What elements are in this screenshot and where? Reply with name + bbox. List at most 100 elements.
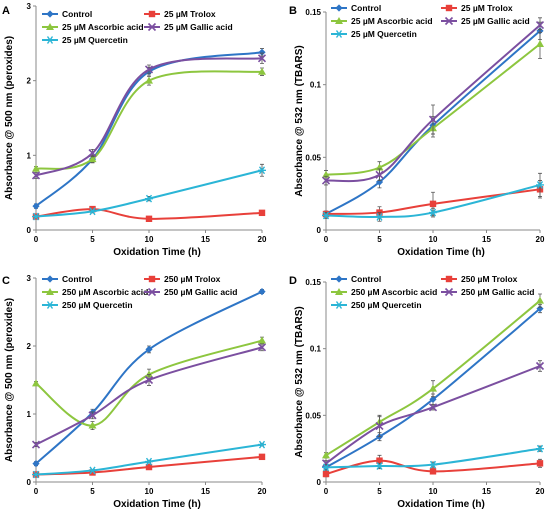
y-tick-label: 2 [27, 77, 32, 86]
x-tick-label: 15 [201, 487, 210, 496]
data-point [375, 213, 384, 221]
series-gallic [321, 360, 545, 468]
legend-item: 25 µM Ascorbic acid [331, 16, 433, 26]
x-tick-label: 15 [201, 235, 210, 244]
y-tick-label: 0 [317, 478, 322, 487]
panel-letter: A [2, 5, 10, 17]
data-point [258, 336, 266, 344]
legend-item: 250 µM Trolox [144, 274, 221, 284]
y-tick-label: 1 [27, 151, 32, 160]
legend: Control 25 µM Trolox 25 µM Ascorbic acid 25… [42, 9, 233, 45]
legend-marker [335, 288, 343, 295]
series-quercetin [322, 172, 544, 222]
series-trolox [322, 454, 544, 478]
x-tick-label: 0 [324, 487, 329, 496]
data-point [429, 384, 437, 392]
legend-item: Control [42, 9, 92, 19]
legend-label: Control [351, 274, 381, 284]
legend-marker [46, 23, 54, 30]
panel-d: D 0 0.05 0.1 0.15 0 5 10 15 20 Oxidation Time (h) A… [289, 274, 545, 510]
data-point [145, 76, 153, 84]
series-line [325, 43, 541, 176]
legend-item: 25 µM Gallic acid [144, 22, 233, 32]
y-tick-label: 0.15 [305, 8, 321, 17]
legend-item: 25 µM Quercetin [331, 29, 417, 39]
x-tick-label: 20 [536, 487, 545, 496]
y-axis-label: Absorbance @ 500 nm (peroxides) [4, 298, 15, 462]
legend-label: Control [62, 9, 92, 19]
data-point [535, 21, 545, 30]
data-point [88, 411, 97, 420]
legend-label: 25 µM Trolox [164, 9, 216, 19]
x-axis-label: Oxidation Time (h) [397, 499, 485, 510]
data-point [375, 170, 384, 179]
legend-item: 25 µM Ascorbic acid [42, 22, 144, 32]
legend-item: 250 µM Ascorbic acid [331, 287, 437, 297]
legend-label: Control [351, 3, 381, 13]
y-axis-label: Absorbance @ 532 nm (TBARS) [294, 306, 305, 457]
legend: Control 250 µM Trolox 250 µM Ascorbic acid… [42, 274, 237, 310]
data-point [31, 440, 41, 449]
y-tick-label: 2 [27, 342, 32, 351]
x-axis-label: Oxidation Time (h) [113, 499, 201, 510]
legend-marker [46, 275, 54, 283]
panel-letter: C [2, 275, 10, 287]
legend-label: 250 µM Quercetin [351, 300, 422, 310]
data-point [375, 462, 384, 470]
series-gallic [31, 343, 267, 449]
legend-item: 25 µM Gallic acid [441, 16, 530, 26]
x-tick-label: 0 [324, 235, 329, 244]
legend-label: 250 µM Gallic acid [461, 287, 534, 297]
data-point [428, 403, 438, 412]
legend-marker [335, 4, 343, 12]
data-point [144, 375, 154, 385]
legend-label: 250 µM Ascorbic acid [62, 287, 148, 297]
data-point [88, 149, 97, 158]
legend-item: 250 µM Quercetin [42, 300, 133, 310]
data-point [322, 463, 330, 472]
data-point [32, 470, 40, 479]
x-tick-label: 20 [258, 235, 267, 244]
data-point [258, 453, 266, 461]
x-tick-label: 0 [34, 487, 39, 496]
data-point [258, 288, 266, 296]
series-gallic [321, 17, 545, 186]
legend-marker [444, 287, 454, 297]
y-tick-label: 3 [27, 274, 32, 283]
legend-label: 25 µM Ascorbic acid [62, 22, 144, 32]
y-tick-label: 0.1 [310, 81, 322, 90]
data-point [145, 463, 153, 471]
data-point [32, 460, 40, 468]
data-point [536, 460, 544, 467]
x-tick-label: 10 [429, 235, 438, 244]
legend-label: 25 µM Quercetin [351, 29, 417, 39]
legend-marker [335, 17, 343, 24]
legend-marker [46, 288, 54, 295]
data-point [145, 370, 153, 378]
data-point [428, 115, 438, 124]
data-point [258, 209, 266, 217]
data-point [32, 212, 40, 221]
series-line [35, 169, 263, 218]
series-line [35, 51, 263, 207]
data-point [145, 457, 153, 466]
legend-item: Control [331, 274, 381, 284]
x-tick-label: 10 [145, 235, 154, 244]
legend-marker [46, 10, 54, 18]
series-line [35, 290, 263, 465]
legend-marker [444, 16, 454, 26]
series-ascorbic [322, 293, 544, 459]
data-point [32, 202, 40, 210]
legend-label: 250 µM Ascorbic acid [351, 287, 437, 297]
data-point [89, 205, 96, 213]
data-point [322, 211, 330, 220]
data-point [88, 421, 97, 429]
legend-marker [147, 287, 157, 297]
data-point [144, 65, 154, 74]
legend-label: 250 µM Gallic acid [164, 287, 237, 297]
data-point [321, 176, 331, 185]
legend-marker [445, 275, 453, 283]
legend-label: 25 µM Quercetin [62, 35, 128, 45]
series-line [325, 459, 541, 475]
